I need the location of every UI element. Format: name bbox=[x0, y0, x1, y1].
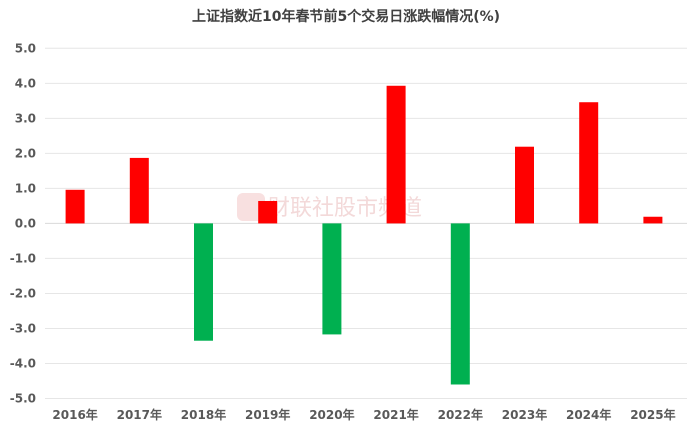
bar-2025年 bbox=[643, 216, 663, 224]
bar-2024年 bbox=[579, 102, 599, 224]
bar-2021年 bbox=[386, 85, 406, 224]
y-tick-label: 0.0 bbox=[15, 216, 36, 230]
x-tick-label: 2021年 bbox=[373, 407, 418, 422]
x-tick-label: 2022年 bbox=[438, 407, 483, 422]
x-tick-label: 2025年 bbox=[630, 407, 675, 422]
bar-2022年 bbox=[450, 223, 470, 385]
gridlines bbox=[45, 47, 687, 399]
bar-2020年 bbox=[322, 223, 342, 335]
chart-title: 上证指数近10年春节前5个交易日涨跌幅情况(%) bbox=[191, 9, 501, 25]
x-tick-label: 2017年 bbox=[117, 407, 162, 422]
y-tick-label: -5.0 bbox=[10, 392, 36, 406]
bar-2019年 bbox=[258, 200, 278, 224]
y-axis-ticks: 5.0 4.0 3.0 2.0 1.0 0.0 -1.0 -2.0 -3.0 -4.0 -5.0 bbox=[10, 41, 36, 405]
y-tick-label: 1.0 bbox=[15, 181, 36, 195]
y-tick-label: -4.0 bbox=[10, 356, 36, 370]
bar-2016年 bbox=[65, 189, 85, 224]
watermark-logo-icon bbox=[237, 193, 265, 221]
x-tick-label: 2018年 bbox=[181, 407, 226, 422]
x-tick-label: 2020年 bbox=[309, 407, 354, 422]
y-tick-label: 2.0 bbox=[15, 146, 36, 160]
bar-2017年 bbox=[129, 157, 149, 224]
y-tick-label: 5.0 bbox=[15, 41, 36, 55]
y-tick-label: 4.0 bbox=[15, 76, 36, 90]
x-axis-ticks: 2016年 2017年 2018年 2019年 2020年 2021年 2022年 2023年… bbox=[52, 407, 675, 422]
x-tick-label: 2016年 bbox=[52, 407, 97, 422]
bar-2023年 bbox=[515, 146, 534, 224]
y-tick-label: -2.0 bbox=[10, 286, 36, 300]
y-tick-label: -1.0 bbox=[10, 251, 36, 265]
x-tick-label: 2024年 bbox=[566, 407, 611, 422]
y-tick-label: 3.0 bbox=[15, 111, 36, 125]
x-tick-label: 2023年 bbox=[502, 407, 547, 422]
y-tick-label: -3.0 bbox=[10, 321, 36, 335]
x-tick-label: 2019年 bbox=[245, 407, 290, 422]
bars bbox=[65, 85, 663, 385]
bar-2018年 bbox=[194, 223, 213, 341]
